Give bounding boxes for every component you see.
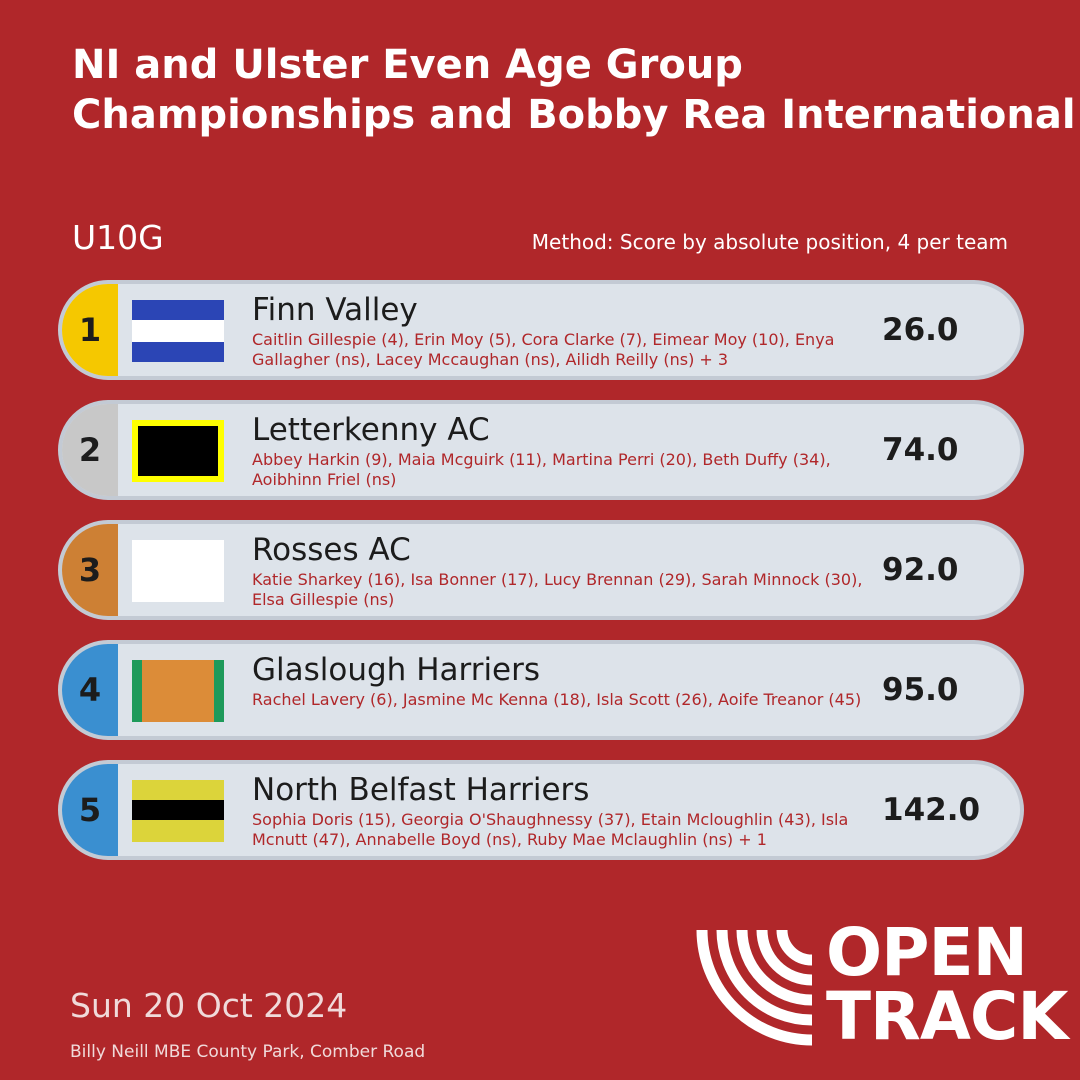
title-line: NI and Ulster Even Age Group [72, 42, 743, 88]
athletes: Caitlin Gillespie (4), Erin Moy (5), Cor… [252, 330, 835, 369]
method: Method: Score by absolute position, 4 pe… [531, 230, 1008, 254]
result-row: 4 Glaslough Harriers Rachel Lavery (6), Ja… [58, 640, 1024, 740]
score: 142.0 [882, 792, 981, 828]
athletes: Rachel Lavery (6), Jasmine Mc Kenna (18)… [252, 690, 862, 709]
result-row: 1 Finn Valley Caitlin Gillespie (4), Erin … [58, 280, 1024, 380]
athletes: Sophia Doris (15), Georgia O'Shaughnessy… [252, 810, 849, 849]
title-line: Championships and Bobby Rea Internationa… [72, 92, 1076, 138]
score: 95.0 [882, 672, 959, 708]
result-row: 2 Letterkenny AC Abbey Harkin (9), Maia Mc… [58, 400, 1024, 500]
category: U10G [72, 218, 164, 257]
date: Sun 20 Oct 2024 [70, 986, 348, 1025]
athletes: Abbey Harkin (9), Maia Mcguirk (11), Mar… [252, 450, 831, 489]
rank: 4 [62, 644, 118, 736]
team-flag [132, 540, 224, 602]
athletes: Katie Sharkey (16), Isa Bonner (17), Luc… [252, 570, 863, 609]
logo-icon [696, 929, 813, 1046]
logo-text: OPEN [826, 914, 1028, 991]
team-name: Letterkenny AC [252, 412, 490, 448]
team-name: Finn Valley [252, 292, 418, 328]
team-flag [132, 420, 224, 482]
team-flag [132, 660, 224, 722]
score: 26.0 [882, 312, 959, 348]
team-flag [132, 780, 224, 842]
team-flag [132, 300, 224, 362]
score: 74.0 [882, 432, 959, 468]
team-name: North Belfast Harriers [252, 772, 590, 808]
result-row: 3 Rosses AC Katie Sharkey (16), Isa Bonner… [58, 520, 1024, 620]
rank: 5 [62, 764, 118, 856]
team-name: Glaslough Harriers [252, 652, 541, 688]
logo-text: TRACK [826, 978, 1069, 1055]
team-name: Rosses AC [252, 532, 411, 568]
rank: 1 [62, 284, 118, 376]
venue: Billy Neill MBE County Park, Comber Road [70, 1042, 426, 1062]
result-row: 5 North Belfast Harriers Sophia Doris (15)… [58, 760, 1024, 860]
rank: 2 [62, 404, 118, 496]
rank: 3 [62, 524, 118, 616]
score: 92.0 [882, 552, 959, 588]
